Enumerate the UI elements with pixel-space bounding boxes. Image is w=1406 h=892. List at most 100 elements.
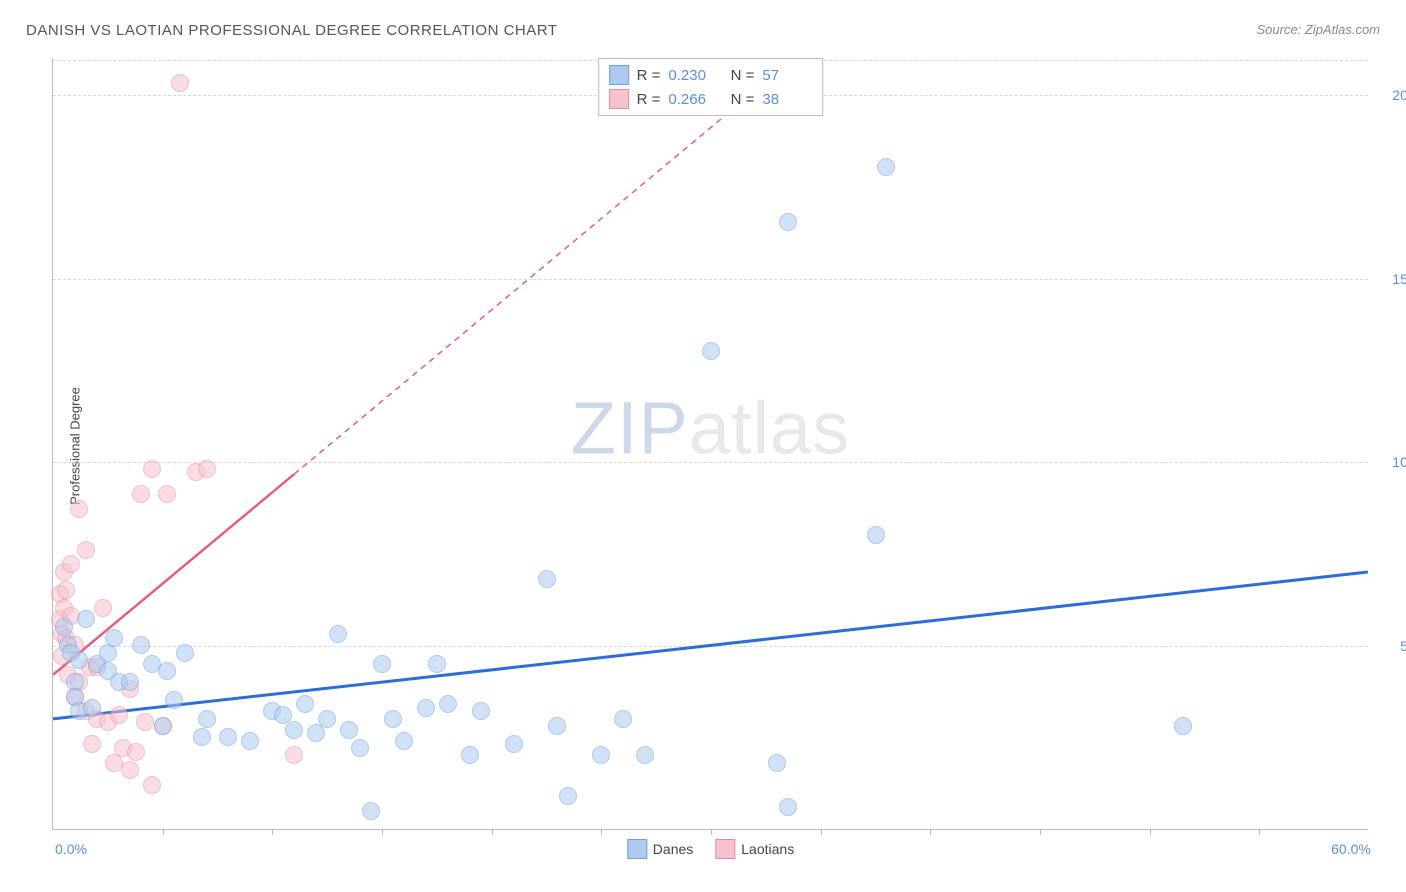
point-danes	[768, 754, 786, 772]
point-danes	[318, 710, 336, 728]
point-danes	[877, 158, 895, 176]
gridline	[53, 462, 1368, 463]
point-danes	[285, 721, 303, 739]
trend-lines	[53, 58, 1368, 829]
y-tick-label: 20.0%	[1392, 87, 1406, 103]
point-danes	[867, 526, 885, 544]
y-tick-label: 5.0%	[1400, 638, 1406, 654]
y-tick-label: 10.0%	[1392, 454, 1406, 470]
x-tick	[1150, 829, 1151, 835]
point-laotians	[127, 743, 145, 761]
legend-item-laotians: Laotians	[715, 839, 794, 859]
point-danes	[351, 739, 369, 757]
legend-row-laotians: R = 0.266 N = 38	[609, 87, 813, 111]
point-danes	[1174, 717, 1192, 735]
point-laotians	[132, 485, 150, 503]
point-danes	[439, 695, 457, 713]
point-laotians	[94, 599, 112, 617]
point-danes	[559, 787, 577, 805]
point-danes	[105, 629, 123, 647]
point-danes	[132, 636, 150, 654]
point-laotians	[158, 485, 176, 503]
n-value-laotians: 38	[762, 91, 812, 108]
point-laotians	[143, 460, 161, 478]
gridline	[53, 646, 1368, 647]
point-danes	[548, 717, 566, 735]
r-value-danes: 0.230	[668, 67, 718, 84]
point-laotians	[83, 735, 101, 753]
x-tick	[711, 829, 712, 835]
point-laotians	[121, 761, 139, 779]
point-danes	[83, 699, 101, 717]
x-tick	[492, 829, 493, 835]
point-danes	[384, 710, 402, 728]
x-tick	[821, 829, 822, 835]
series-legend: Danes Laotians	[627, 839, 794, 859]
point-danes	[241, 732, 259, 750]
point-danes	[307, 724, 325, 742]
point-danes	[702, 342, 720, 360]
watermark: ZIPatlas	[571, 386, 850, 471]
point-danes	[779, 213, 797, 231]
point-danes	[296, 695, 314, 713]
point-danes	[461, 746, 479, 764]
point-danes	[395, 732, 413, 750]
point-laotians	[171, 74, 189, 92]
point-danes	[70, 651, 88, 669]
x-tick	[1040, 829, 1041, 835]
point-danes	[417, 699, 435, 717]
point-danes	[538, 570, 556, 588]
point-danes	[198, 710, 216, 728]
point-laotians	[143, 776, 161, 794]
swatch-laotians	[715, 839, 735, 859]
x-tick	[1259, 829, 1260, 835]
point-laotians	[285, 746, 303, 764]
swatch-laotians	[609, 89, 629, 109]
n-value-danes: 57	[762, 67, 812, 84]
x-tick	[272, 829, 273, 835]
x-tick-label: 60.0%	[1331, 841, 1371, 857]
point-danes	[340, 721, 358, 739]
point-danes	[158, 662, 176, 680]
point-danes	[428, 655, 446, 673]
point-danes	[55, 618, 73, 636]
point-danes	[193, 728, 211, 746]
x-tick	[163, 829, 164, 835]
point-danes	[121, 673, 139, 691]
point-danes	[779, 798, 797, 816]
point-danes	[614, 710, 632, 728]
legend-row-danes: R = 0.230 N = 57	[609, 63, 813, 87]
point-danes	[219, 728, 237, 746]
point-laotians	[57, 581, 75, 599]
scatter-plot: ZIPatlas 5.0%10.0%15.0%20.0% R = 0.230 N…	[52, 58, 1368, 830]
source-attribution: Source: ZipAtlas.com	[1256, 22, 1380, 37]
point-danes	[505, 735, 523, 753]
y-tick-label: 15.0%	[1392, 271, 1406, 287]
point-danes	[636, 746, 654, 764]
gridline	[53, 279, 1368, 280]
point-danes	[592, 746, 610, 764]
r-value-laotians: 0.266	[668, 91, 718, 108]
point-laotians	[77, 541, 95, 559]
point-laotians	[136, 713, 154, 731]
point-danes	[77, 610, 95, 628]
point-danes	[329, 625, 347, 643]
swatch-danes	[609, 65, 629, 85]
point-danes	[154, 717, 172, 735]
point-danes	[472, 702, 490, 720]
point-laotians	[70, 500, 88, 518]
point-laotians	[198, 460, 216, 478]
point-laotians	[110, 706, 128, 724]
point-danes	[362, 802, 380, 820]
x-tick	[930, 829, 931, 835]
legend-item-danes: Danes	[627, 839, 693, 859]
point-danes	[176, 644, 194, 662]
point-danes	[373, 655, 391, 673]
x-tick	[601, 829, 602, 835]
correlation-legend: R = 0.230 N = 57 R = 0.266 N = 38	[598, 58, 824, 116]
point-laotians	[62, 555, 80, 573]
chart-title: DANISH VS LAOTIAN PROFESSIONAL DEGREE CO…	[26, 22, 558, 39]
x-tick	[382, 829, 383, 835]
point-danes	[165, 691, 183, 709]
x-tick-label: 0.0%	[55, 841, 87, 857]
